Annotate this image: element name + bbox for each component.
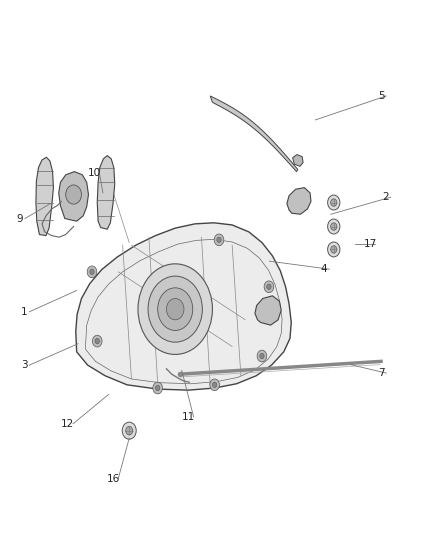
Text: 17: 17 (364, 239, 377, 248)
Circle shape (95, 338, 99, 344)
Text: 10: 10 (88, 168, 101, 178)
Circle shape (328, 195, 340, 210)
Text: 11: 11 (182, 412, 195, 422)
Polygon shape (287, 188, 311, 214)
Circle shape (210, 379, 219, 391)
Polygon shape (36, 157, 53, 236)
Circle shape (328, 242, 340, 257)
Polygon shape (210, 96, 298, 172)
Circle shape (217, 237, 221, 243)
Polygon shape (255, 296, 281, 325)
Circle shape (126, 426, 133, 435)
Circle shape (331, 246, 337, 253)
Circle shape (212, 382, 217, 387)
Circle shape (66, 185, 81, 204)
Text: 16: 16 (106, 474, 120, 483)
Circle shape (153, 382, 162, 394)
Circle shape (264, 281, 274, 293)
Circle shape (267, 284, 271, 289)
Circle shape (92, 335, 102, 347)
Polygon shape (76, 223, 291, 390)
Polygon shape (97, 156, 115, 229)
Circle shape (214, 234, 224, 246)
Circle shape (122, 422, 136, 439)
Circle shape (158, 288, 193, 330)
Text: 12: 12 (61, 419, 74, 429)
Circle shape (260, 353, 264, 359)
Polygon shape (293, 155, 303, 166)
Circle shape (257, 350, 267, 362)
Polygon shape (59, 172, 88, 221)
Text: 5: 5 (378, 91, 385, 101)
Circle shape (328, 219, 340, 234)
Circle shape (148, 276, 202, 342)
Circle shape (90, 269, 94, 274)
Text: 4: 4 (321, 264, 328, 274)
Circle shape (87, 266, 97, 278)
Text: 7: 7 (378, 368, 385, 378)
Text: 3: 3 (21, 360, 28, 370)
Circle shape (138, 264, 212, 354)
Circle shape (331, 223, 337, 230)
Circle shape (166, 298, 184, 320)
Circle shape (331, 199, 337, 206)
Text: 1: 1 (21, 307, 28, 317)
Text: 9: 9 (16, 214, 23, 223)
Circle shape (155, 385, 160, 391)
Text: 2: 2 (382, 192, 389, 202)
